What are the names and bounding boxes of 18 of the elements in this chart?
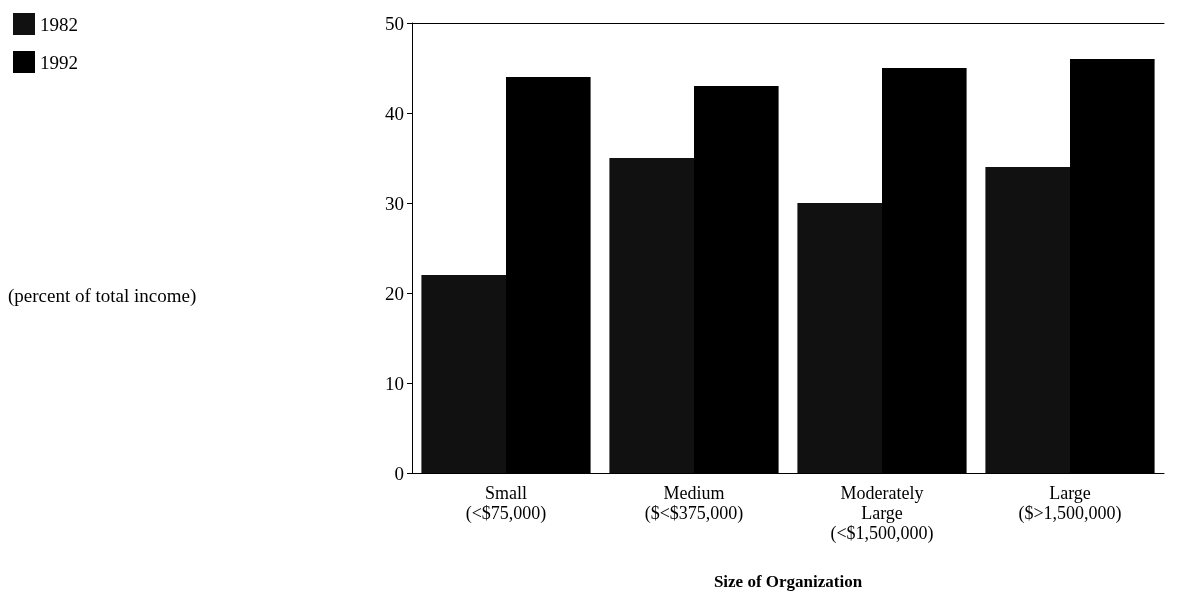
y-tick-label: 30 [385,192,404,214]
y-tick-label: 10 [385,372,404,394]
bar [421,275,506,473]
bar [985,167,1070,473]
x-tick-label: Small (<$75,000) [465,483,547,524]
y-tick-label: 0 [394,462,404,484]
legend-label: 1982 [40,13,78,35]
bar [609,158,694,473]
legend-label: 1992 [40,51,78,73]
x-tick-label: Large ($>1,500,000) [1018,483,1122,524]
bar [797,203,882,473]
x-tick-label: Moderately Large (<$1,500,000) [830,483,934,544]
x-tick-label: Medium ($<$375,000) [644,483,744,524]
text: (percent of total income) [8,285,197,307]
x-axis-title: Size of Organization [713,572,863,591]
y-tick-label: 50 [385,12,404,34]
y-tick-label: 20 [385,282,404,304]
y-tick-label: 40 [385,102,404,124]
